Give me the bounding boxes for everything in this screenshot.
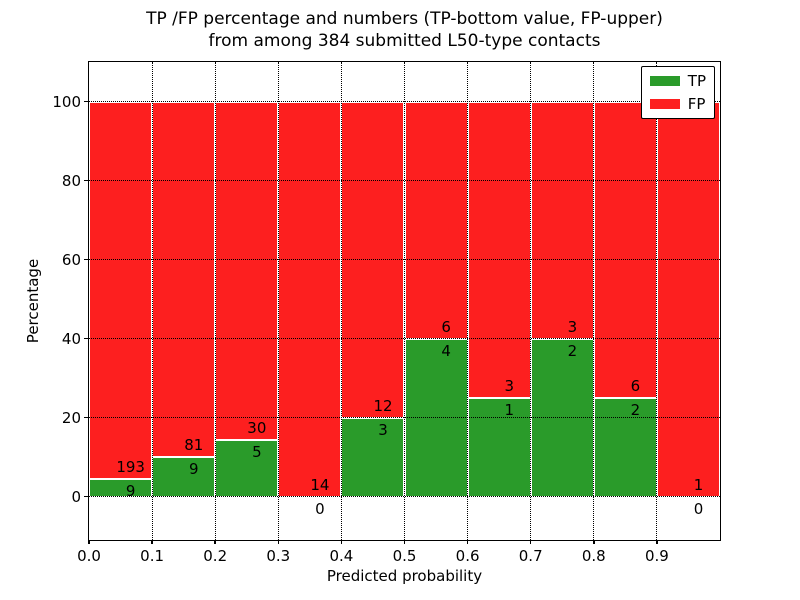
x-tick-label: 0.4 [329,547,354,565]
bar-tp-segment [152,457,216,497]
vertical-gridline [530,62,532,540]
chart-title: TP /FP percentage and numbers (TP-bottom… [89,8,720,52]
horizontal-gridline [89,259,720,261]
bar-fp-segment [89,101,153,479]
fp-count-label: 14 [310,475,330,494]
fp-count-label: 12 [373,396,393,415]
vertical-gridline [467,62,469,540]
legend-label: TP [687,72,706,90]
bar-fp-segment [404,101,468,339]
bar-fp-segment [278,101,342,497]
horizontal-gridline [89,417,720,419]
x-tick-label: 0.1 [140,547,165,565]
bar-fp-segment [467,101,531,398]
y-tick-mark [84,416,89,419]
x-tick-mark [151,540,153,544]
fp-count-label: 193 [116,457,145,476]
x-tick-mark [466,540,469,544]
fp-count-label: 81 [184,436,204,455]
y-axis-label: Percentage [24,258,42,344]
vertical-gridline [151,62,153,540]
x-tick-mark [340,540,343,544]
fp-count-label: 6 [630,376,641,395]
x-tick-label: 0.9 [644,547,669,565]
tp-count-label: 3 [378,420,388,439]
y-tick-label: 60 [61,250,81,269]
grid-layer [89,62,720,540]
x-tick-mark [529,540,532,544]
x-tick-label: 0.6 [455,547,480,565]
x-tick-label: 0.3 [266,547,291,565]
vertical-gridline [214,62,216,540]
y-tick-mark [84,337,89,340]
tp-count-label: 1 [504,400,515,419]
fp-count-label: 1 [693,475,704,494]
plot-area: 193 9 81 9 30 5 14 0 12 3 6 4 3 1 3 2 6 2 1 0 TP FP [88,61,721,541]
tp-count-label: 0 [693,499,704,518]
tp-count-label: 2 [567,341,578,360]
tp-count-label: 2 [630,400,641,419]
y-tick-mark [84,258,89,261]
x-tick-label: 0.7 [518,547,543,565]
legend-entry-tp: TP [649,72,706,90]
vertical-gridline [277,62,279,540]
horizontal-gridline [89,338,720,340]
legend: TP FP [640,66,715,119]
bar-tp-segment [593,397,657,497]
vertical-gridline [656,62,658,540]
y-tick-mark [84,495,89,498]
horizontal-gridline [89,496,720,498]
x-tick-mark [656,540,658,544]
fp-count-label: 3 [567,317,578,336]
fp-count-label: 6 [441,317,451,336]
legend-swatch-tp [649,76,680,86]
x-tick-label: 0.0 [77,547,101,565]
horizontal-gridline [89,180,720,181]
x-tick-mark [593,540,595,544]
y-tick-label: 100 [52,92,81,111]
fp-count-label: 3 [504,376,515,395]
x-axis-label: Predicted probability [326,567,483,585]
x-tick-label: 0.5 [392,547,417,565]
y-tick-mark [84,100,89,103]
legend-swatch-fp [649,99,680,109]
bar-tp-segment [215,440,279,497]
x-tick-label: 0.8 [581,547,606,565]
tp-count-label: 4 [441,341,451,360]
x-tick-label: 0.2 [203,547,228,565]
bar-fp-segment [530,101,594,339]
vertical-gridline [593,62,595,540]
legend-label: FP [687,95,706,113]
y-tick-label: 40 [61,329,81,348]
tp-count-label: 0 [315,499,325,518]
x-tick-mark [88,540,90,544]
bar-fp-segment [215,101,279,441]
bar-tp-segment [341,417,405,497]
horizontal-gridline [89,101,720,102]
x-tick-mark [214,540,216,544]
chart-title-line2: from among 384 submitted L50-type contac… [208,31,601,51]
y-tick-label: 0 [71,487,81,506]
bar-labels-layer: 193 9 81 9 30 5 14 0 12 3 6 4 3 1 3 2 6 2 1 0 [89,62,720,540]
vertical-gridline [340,62,342,540]
legend-entry-fp: FP [649,95,706,113]
tp-count-label: 5 [252,443,262,462]
chart-title-line1: TP /FP percentage and numbers (TP-bottom… [146,9,663,29]
y-tick-label: 20 [61,408,81,427]
x-tick-mark [277,540,280,544]
vertical-gridline [404,62,405,540]
bar-tp-segment [467,397,531,497]
y-tick-label: 80 [61,171,81,190]
y-tick-mark [84,179,89,182]
tp-count-label: 9 [125,481,136,500]
tp-count-label: 9 [188,460,199,479]
bar-fp-segment [152,101,216,458]
x-tick-mark [403,540,406,544]
fp-count-label: 30 [247,419,267,438]
bar-fp-segment [593,101,657,398]
bar-fp-segment [656,101,720,497]
